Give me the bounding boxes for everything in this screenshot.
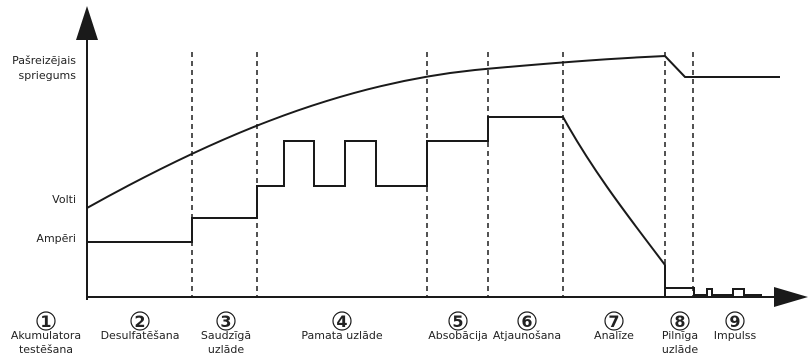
stage-8-name: Pilnīga [662, 329, 698, 342]
stage-5: 5 Absobācija [428, 312, 488, 342]
voltage-curve [87, 56, 780, 208]
volts-label: Volti [52, 193, 76, 206]
stage-3: 3 Saudzīgā uzlāde [201, 312, 251, 356]
x-axis-arrowhead [774, 287, 808, 307]
stage-9-name: Impulss [714, 329, 757, 342]
stage-8: 8 Pilnīga uzlāde [662, 312, 699, 356]
stage-dividers [192, 52, 693, 297]
stage-3-name-line2: uzlāde [208, 343, 245, 356]
voltage-label-line1: Pašreizējais [12, 54, 76, 67]
stage-7-name: Analīze [594, 329, 634, 342]
stage-4: 4 Pamata uzlāde [301, 312, 382, 342]
voltage-label-line2: spriegums [19, 69, 77, 82]
stage-4-name: Pamata uzlāde [301, 329, 382, 342]
stage-1-name-line2: testēšana [19, 343, 73, 356]
stage-6-name: Atjaunošana [493, 329, 561, 342]
stage-1-name: Akumulatora [11, 329, 81, 342]
stage-8-name-line2: uzlāde [662, 343, 699, 356]
stage-7: 7 Analīze [594, 312, 634, 342]
stage-5-name: Absobācija [428, 329, 488, 342]
amps-label: Ampēri [36, 232, 76, 245]
stage-3-name: Saudzīgā [201, 329, 251, 342]
stage-9: 9 Impulss [714, 312, 757, 342]
stage-2: 2 Desulfatēšana [101, 312, 180, 342]
current-curve [87, 117, 665, 297]
pulse-curve [665, 288, 762, 297]
y-axis-arrowhead [76, 6, 98, 40]
stage-1: 1 Akumulatora testēšana [11, 312, 81, 356]
stage-6: 6 Atjaunošana [493, 312, 561, 342]
stage-2-name: Desulfatēšana [101, 329, 180, 342]
